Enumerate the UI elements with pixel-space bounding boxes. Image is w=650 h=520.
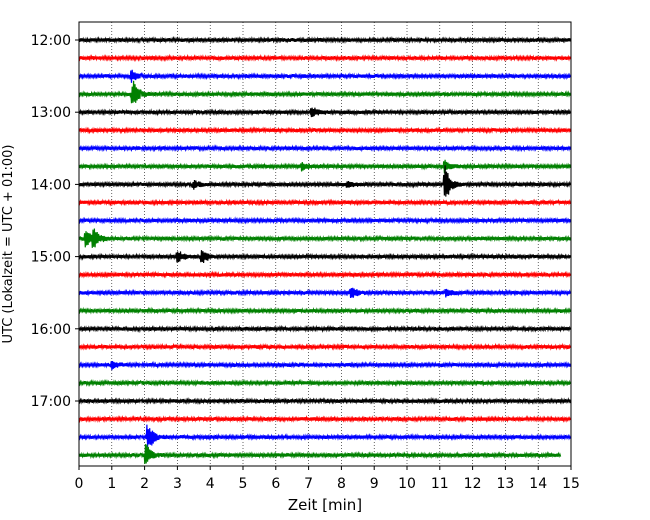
trace-line — [78, 159, 571, 174]
trace-line — [78, 396, 571, 406]
trace-line — [78, 144, 571, 153]
plot-frame — [78, 21, 572, 467]
x-tick-label: 11 — [431, 476, 449, 492]
trace-line — [78, 80, 571, 104]
x-axis: 0 1 2 3 4 5 6 7 8 9 10 11 12 13 14 15 — [75, 466, 580, 492]
trace-line — [78, 324, 571, 334]
y-tick-label: 16:00 — [31, 322, 71, 338]
trace-line — [78, 287, 571, 298]
x-tick-label: 7 — [304, 476, 313, 492]
x-tick-label: 4 — [206, 476, 215, 492]
y-axis: 12:00 13:00 14:00 15:00 16:00 17:00 — [31, 33, 79, 410]
y-tick-label: 14:00 — [31, 177, 71, 193]
x-tick-label: 15 — [562, 476, 580, 492]
trace-line — [78, 35, 571, 44]
x-tick-label: 5 — [239, 476, 248, 492]
trace-line — [78, 444, 562, 464]
trace-line — [78, 270, 571, 279]
trace-line — [78, 306, 571, 315]
x-tick-label: 8 — [337, 476, 346, 492]
x-tick-label: 9 — [370, 476, 379, 492]
x-tick-label: 14 — [529, 476, 547, 492]
x-tick-label: 6 — [271, 476, 280, 492]
trace-line — [78, 378, 571, 388]
trace-line — [78, 414, 571, 424]
x-tick-label: 2 — [140, 476, 149, 492]
y-axis-label: UTC (Lokalzeit = UTC + 01:00) — [1, 145, 16, 344]
x-tick-label: 10 — [398, 476, 416, 492]
trace-line — [78, 107, 571, 118]
trace-line — [78, 216, 571, 225]
y-tick-label: 17:00 — [31, 394, 71, 410]
trace-line — [78, 424, 571, 448]
trace-line — [78, 360, 571, 371]
y-tick-label: 12:00 — [31, 33, 71, 49]
y-tick-label: 15:00 — [31, 250, 71, 266]
y-tick-label: 13:00 — [31, 105, 71, 121]
x-tick-label: 12 — [464, 476, 482, 492]
trace-line — [78, 53, 571, 63]
trace-line — [78, 198, 571, 207]
trace-line — [78, 69, 571, 83]
traces — [78, 35, 571, 464]
x-tick-label: 1 — [107, 476, 116, 492]
x-tick-label: 3 — [173, 476, 182, 492]
trace-line — [78, 342, 571, 351]
trace-line — [78, 165, 571, 197]
trace-line — [78, 250, 571, 264]
x-tick-label: 0 — [75, 476, 84, 492]
x-tick-label: 13 — [496, 476, 514, 492]
grid — [111, 22, 539, 466]
trace-line — [78, 126, 571, 135]
trace-line — [78, 228, 571, 248]
x-axis-label: Zeit [min] — [288, 496, 362, 514]
